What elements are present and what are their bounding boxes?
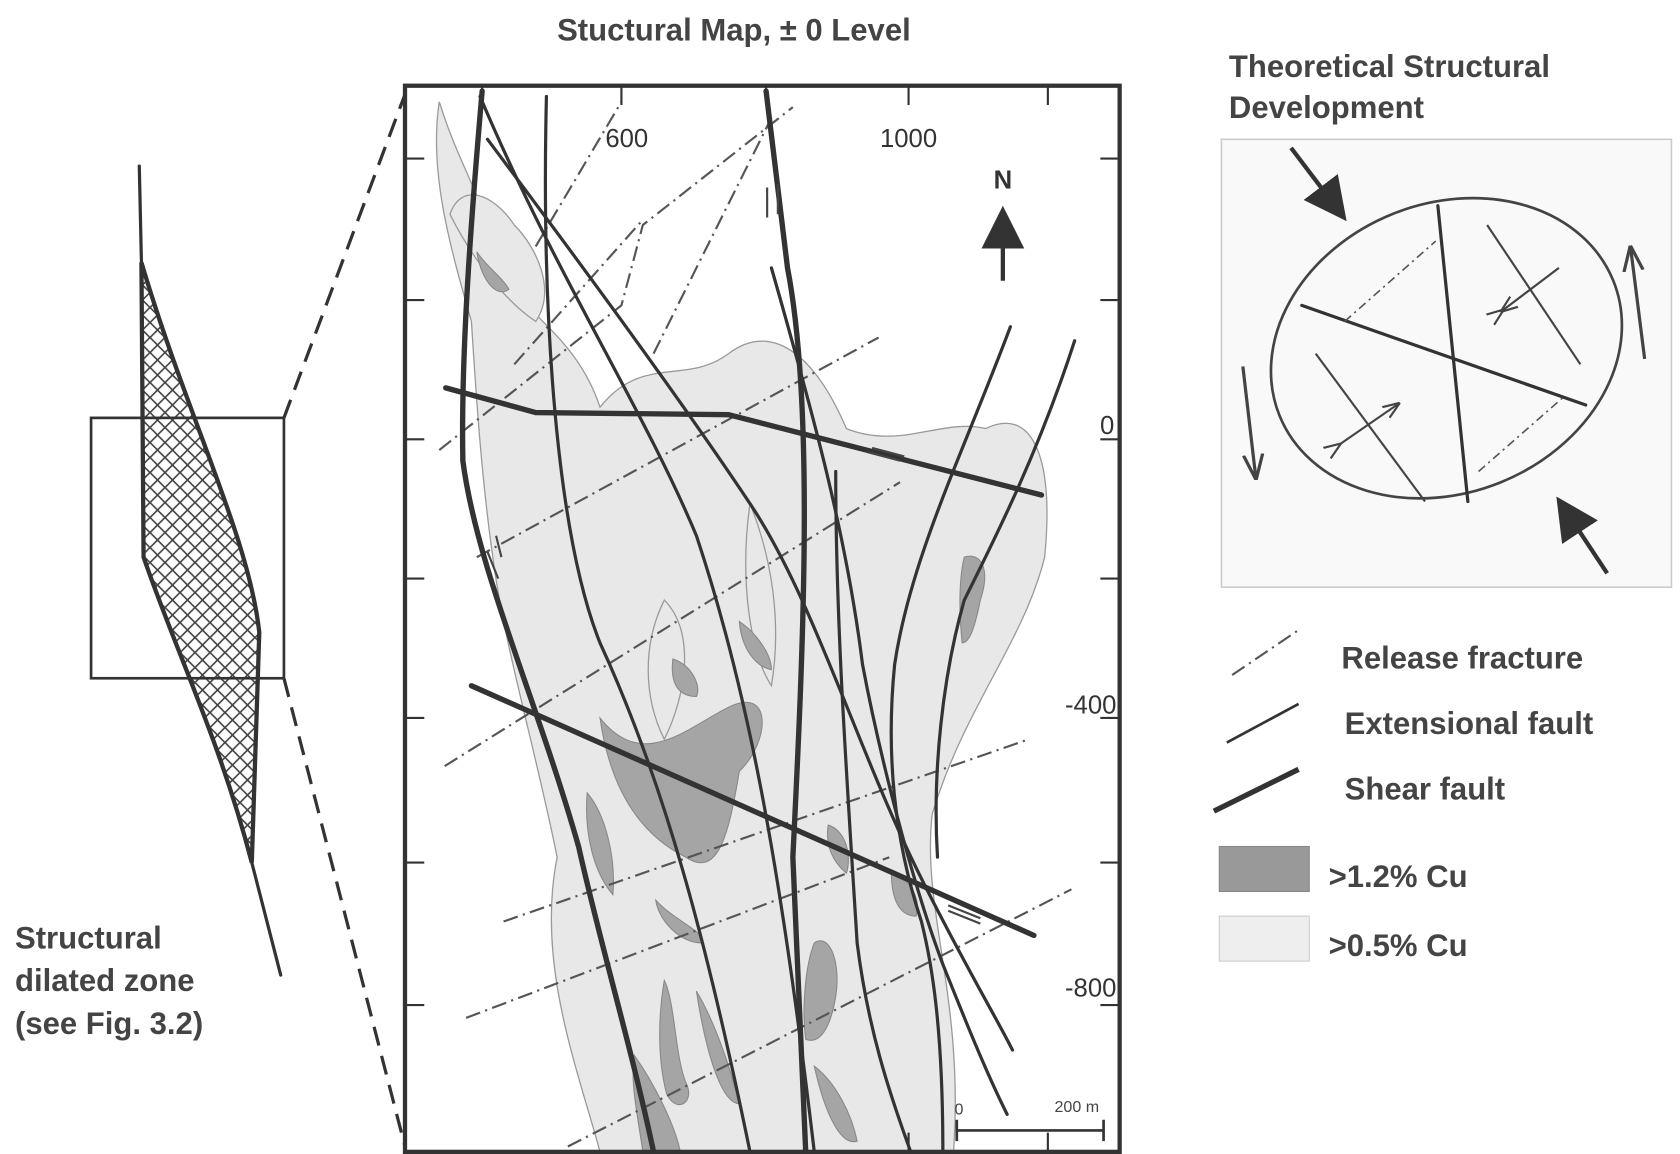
theory-title: Development (1229, 90, 1424, 125)
x-label: 1000 (880, 125, 937, 153)
title: Stuctural Map, ± 0 Level (557, 13, 911, 48)
north-label: N (994, 167, 1013, 195)
y-label: -800 (1065, 974, 1116, 1002)
left-label: (see Fig. 3.2) (15, 1006, 203, 1041)
figure: Stuctural Map, ± 0 Level Structural dila… (0, 0, 1680, 1154)
theory-title: Theoretical Structural (1229, 49, 1550, 84)
strain-ellipse (1221, 139, 1671, 587)
legend-label: >0.5% Cu (1329, 928, 1468, 963)
scale-start: 0 (954, 1100, 963, 1118)
y-label: 0 (1100, 412, 1114, 440)
page: Stuctural Map, ± 0 Level Structural dila… (0, 0, 1680, 1154)
y-label: -400 (1065, 692, 1116, 720)
legend-label: Shear fault (1345, 771, 1506, 806)
legend-label: Extensional fault (1345, 706, 1594, 741)
legend-label: Release fracture (1341, 641, 1583, 676)
legend (1214, 630, 1309, 961)
left-label: dilated zone (15, 963, 194, 998)
left-label: Structural (15, 920, 162, 955)
x-label: 600 (605, 125, 648, 153)
legend-label: >1.2% Cu (1329, 859, 1468, 894)
scale-end: 200 m (1054, 1098, 1099, 1116)
structural-map (405, 86, 1120, 1152)
